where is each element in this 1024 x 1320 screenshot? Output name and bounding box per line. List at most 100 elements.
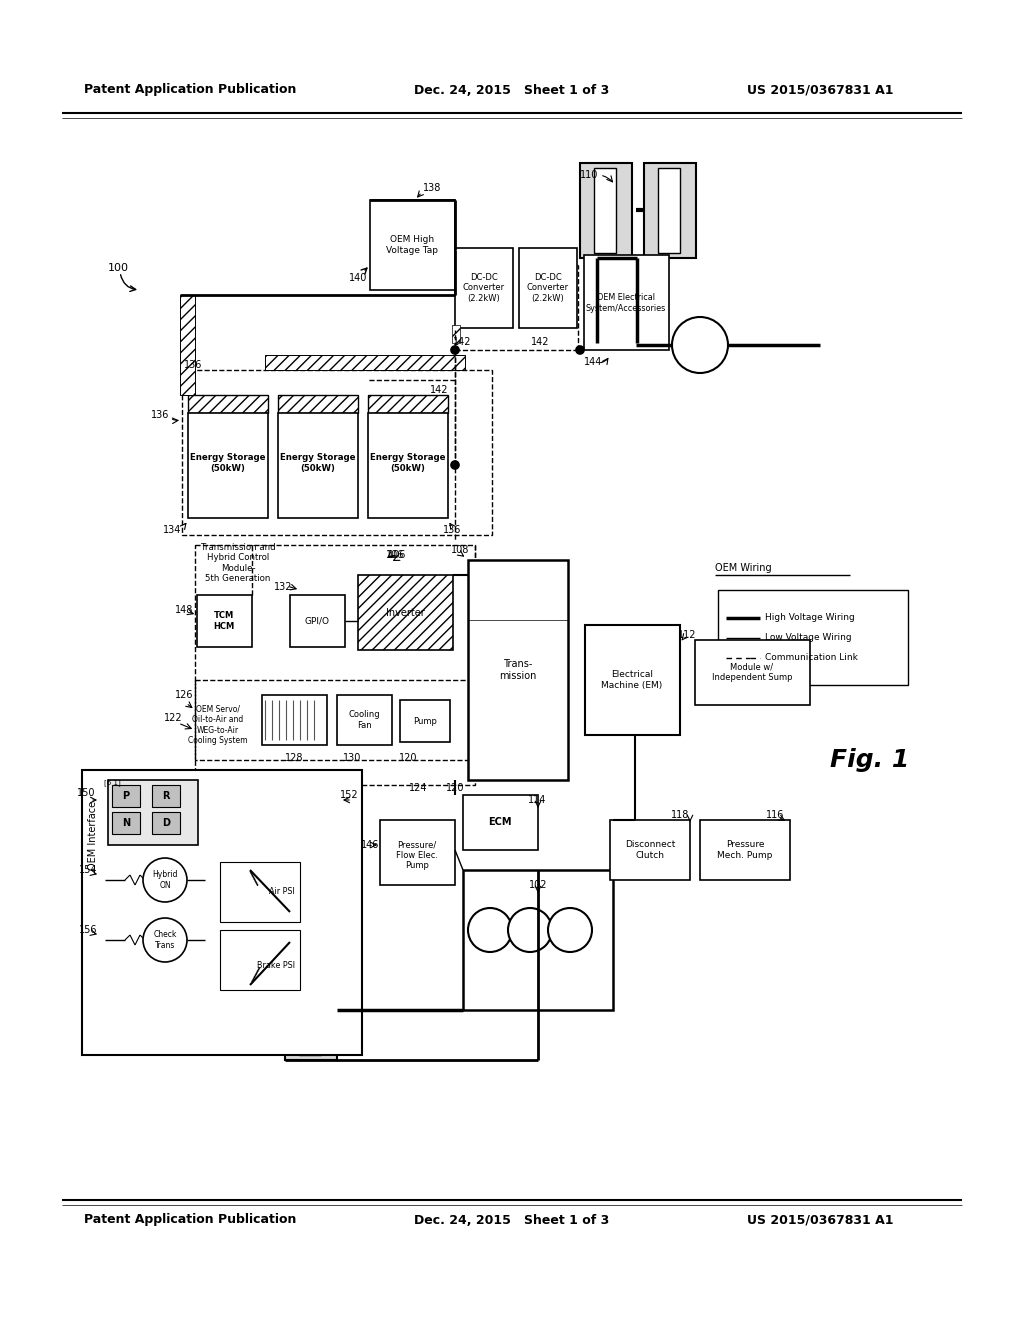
Bar — [519, 248, 577, 327]
Bar — [400, 700, 450, 742]
Bar — [278, 413, 358, 517]
Text: 136: 136 — [151, 411, 169, 420]
Text: OEM Interface: OEM Interface — [88, 800, 98, 870]
Bar — [468, 560, 568, 780]
Bar — [220, 931, 300, 990]
Text: [6 1]: [6 1] — [103, 780, 121, 787]
Text: Low Voltage Wiring: Low Voltage Wiring — [765, 634, 852, 643]
Text: Module w/
Independent Sump: Module w/ Independent Sump — [712, 663, 793, 681]
Bar — [370, 201, 455, 290]
Text: N: N — [122, 818, 130, 828]
Text: 112: 112 — [678, 630, 696, 640]
Bar — [700, 820, 790, 880]
Text: Dec. 24, 2015   Sheet 1 of 3: Dec. 24, 2015 Sheet 1 of 3 — [415, 83, 609, 96]
Text: Patent Application Publication: Patent Application Publication — [84, 1213, 296, 1226]
Bar — [610, 820, 690, 880]
Bar — [594, 168, 616, 253]
Text: Dec. 24, 2015   Sheet 1 of 3: Dec. 24, 2015 Sheet 1 of 3 — [415, 1213, 609, 1226]
Text: Pressure/
Flow Elec.
Pump: Pressure/ Flow Elec. Pump — [396, 840, 438, 870]
Text: /: / — [246, 869, 264, 887]
Bar — [368, 395, 449, 413]
Text: 154: 154 — [79, 865, 97, 875]
Text: Brake PSI: Brake PSI — [257, 961, 295, 969]
Text: Patent Application Publication: Patent Application Publication — [84, 83, 296, 96]
Text: 146: 146 — [360, 840, 379, 850]
Text: R: R — [162, 791, 170, 801]
Bar — [285, 970, 337, 1060]
Text: 144: 144 — [584, 356, 602, 367]
Bar — [112, 785, 140, 807]
Circle shape — [575, 346, 584, 354]
Text: Cooling
Fan: Cooling Fan — [348, 710, 380, 730]
Bar — [290, 595, 345, 647]
Bar — [262, 696, 327, 744]
Text: 156: 156 — [79, 925, 97, 935]
Text: 150: 150 — [77, 788, 95, 799]
Bar — [584, 255, 669, 350]
Text: 116: 116 — [766, 810, 784, 820]
Text: 102: 102 — [528, 880, 547, 890]
Bar — [152, 785, 180, 807]
Text: 110: 110 — [580, 170, 598, 180]
Bar — [265, 355, 465, 370]
Bar — [580, 162, 632, 257]
Text: High Voltage Wiring: High Voltage Wiring — [765, 614, 855, 623]
Text: 126: 126 — [175, 690, 194, 700]
Bar — [108, 780, 198, 845]
Bar — [188, 413, 268, 517]
Text: Disconnect
Clutch: Disconnect Clutch — [625, 841, 675, 859]
Bar — [585, 624, 680, 735]
Text: OEM Electrical
System/Accessories: OEM Electrical System/Accessories — [586, 293, 667, 313]
Circle shape — [508, 908, 552, 952]
Bar — [195, 545, 475, 760]
Text: GPI/O: GPI/O — [304, 616, 330, 626]
Text: 122: 122 — [164, 713, 182, 723]
Text: 120: 120 — [445, 783, 464, 793]
Text: \: \ — [246, 966, 264, 983]
Text: P: P — [123, 791, 130, 801]
Text: 136: 136 — [184, 360, 203, 370]
Text: Pump: Pump — [413, 717, 437, 726]
Text: 138: 138 — [423, 183, 441, 193]
Text: Energy Storage
(50kW): Energy Storage (50kW) — [190, 453, 266, 473]
Text: Electrical
Machine (EM): Electrical Machine (EM) — [601, 671, 663, 689]
Circle shape — [468, 908, 512, 952]
Text: OEM Wiring: OEM Wiring — [715, 564, 772, 573]
Text: D: D — [162, 818, 170, 828]
Text: OEM High
Voltage Tap: OEM High Voltage Tap — [386, 235, 438, 255]
Text: Check
Trans: Check Trans — [154, 931, 177, 949]
Bar — [644, 162, 696, 257]
Circle shape — [672, 317, 728, 374]
Text: 100: 100 — [108, 263, 129, 273]
Bar — [299, 975, 321, 1055]
Circle shape — [451, 346, 459, 354]
Text: Energy Storage
(50kW): Energy Storage (50kW) — [281, 453, 355, 473]
Circle shape — [143, 858, 187, 902]
Text: Transmission and
Hybrid Control
Module-
5th Generation: Transmission and Hybrid Control Module- … — [201, 543, 275, 583]
Text: 120: 120 — [398, 752, 417, 763]
Bar — [197, 595, 252, 647]
Bar — [695, 640, 810, 705]
Bar — [658, 168, 680, 253]
Bar — [195, 680, 475, 785]
Text: Trans-
mission: Trans- mission — [500, 659, 537, 681]
Text: 142: 142 — [429, 385, 449, 395]
Circle shape — [451, 461, 459, 469]
Bar — [463, 795, 538, 850]
Text: 152: 152 — [340, 789, 358, 800]
Text: OEM Servo/
Oil-to-Air and
WEG-to-Air
Cooling System: OEM Servo/ Oil-to-Air and WEG-to-Air Coo… — [188, 705, 248, 744]
Bar — [455, 248, 513, 327]
Text: 118: 118 — [671, 810, 689, 820]
Bar — [220, 862, 300, 921]
Text: Inverter: Inverter — [386, 609, 424, 618]
Text: 106: 106 — [386, 550, 404, 560]
Text: 124: 124 — [409, 783, 427, 793]
Text: ECM: ECM — [488, 817, 512, 828]
Circle shape — [548, 908, 592, 952]
Text: Energy Storage
(50kW): Energy Storage (50kW) — [371, 453, 445, 473]
Bar — [368, 413, 449, 517]
Bar — [380, 820, 455, 884]
Text: US 2015/0367831 A1: US 2015/0367831 A1 — [746, 1213, 893, 1226]
Bar — [278, 395, 358, 413]
Text: 130: 130 — [343, 752, 361, 763]
